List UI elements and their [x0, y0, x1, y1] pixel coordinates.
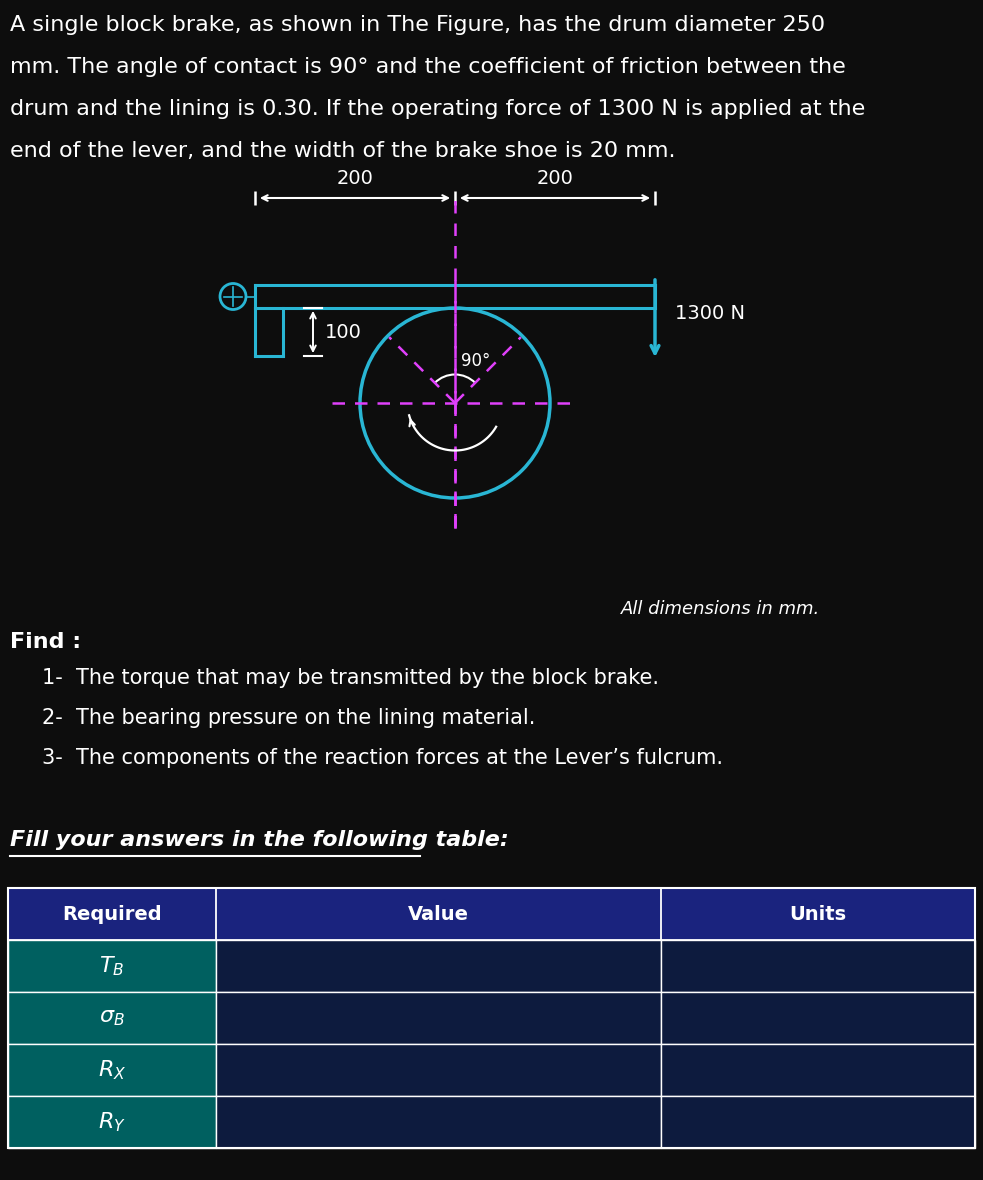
- Text: $T_B$: $T_B$: [99, 955, 125, 978]
- Bar: [8, 889, 975, 940]
- Bar: [8, 1096, 216, 1148]
- Text: 200: 200: [537, 169, 573, 188]
- Bar: [8, 940, 216, 992]
- Text: mm. The angle of contact is 90° and the coefficient of friction between the: mm. The angle of contact is 90° and the …: [10, 57, 845, 77]
- Bar: [661, 1044, 975, 1096]
- Text: 90°: 90°: [461, 353, 491, 371]
- Text: Fill your answers in the following table:: Fill your answers in the following table…: [10, 830, 509, 850]
- Text: 200: 200: [336, 169, 374, 188]
- Text: $R_Y$: $R_Y$: [98, 1110, 126, 1134]
- Bar: [661, 992, 975, 1044]
- Text: 100: 100: [325, 322, 362, 341]
- Text: $R_X$: $R_X$: [97, 1058, 126, 1082]
- Bar: [216, 1044, 661, 1096]
- Text: Units: Units: [789, 905, 846, 924]
- Text: drum and the lining is 0.30. If the operating force of 1300 N is applied at the: drum and the lining is 0.30. If the oper…: [10, 99, 865, 119]
- Bar: [8, 889, 975, 1148]
- Bar: [661, 1096, 975, 1148]
- Text: Required: Required: [62, 905, 162, 924]
- Bar: [8, 1044, 216, 1096]
- Text: $\sigma_B$: $\sigma_B$: [99, 1008, 125, 1028]
- Bar: [661, 940, 975, 992]
- Text: 3-  The components of the reaction forces at the Lever’s fulcrum.: 3- The components of the reaction forces…: [42, 748, 723, 768]
- Text: Find :: Find :: [10, 632, 82, 653]
- Text: 1300 N: 1300 N: [675, 304, 745, 323]
- Bar: [216, 1096, 661, 1148]
- Bar: [216, 940, 661, 992]
- Text: A single block brake, as shown in The Figure, has the drum diameter 250: A single block brake, as shown in The Fi…: [10, 15, 825, 35]
- Text: All dimensions in mm.: All dimensions in mm.: [620, 599, 820, 618]
- Text: 2-  The bearing pressure on the lining material.: 2- The bearing pressure on the lining ma…: [42, 708, 536, 728]
- Text: end of the lever, and the width of the brake shoe is 20 mm.: end of the lever, and the width of the b…: [10, 140, 675, 160]
- Text: Value: Value: [408, 905, 469, 924]
- Bar: [8, 992, 216, 1044]
- Text: 1-  The torque that may be transmitted by the block brake.: 1- The torque that may be transmitted by…: [42, 668, 659, 688]
- Bar: [216, 992, 661, 1044]
